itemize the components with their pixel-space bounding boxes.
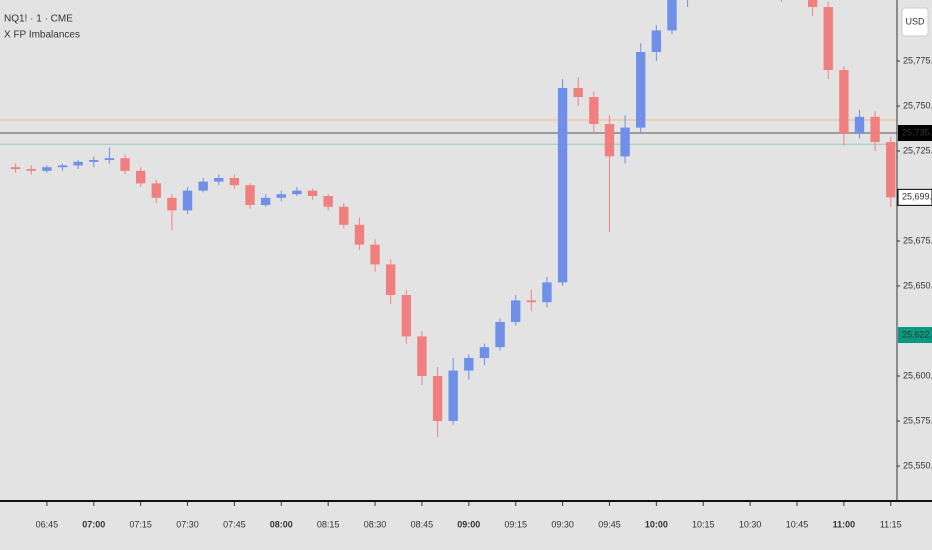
x-tick-label: 10:45 bbox=[786, 519, 809, 529]
candle-body bbox=[573, 88, 583, 98]
candle-body bbox=[620, 127, 630, 157]
candle-body bbox=[151, 183, 161, 198]
x-tick-label: 07:15 bbox=[129, 519, 152, 529]
candle-body bbox=[479, 347, 490, 358]
symbol-title: NQ1! · 1 · CME bbox=[4, 14, 73, 25]
x-tick-label: 11:00 bbox=[833, 519, 856, 529]
candle-body bbox=[120, 158, 130, 171]
candle-body bbox=[511, 300, 521, 322]
candle-body bbox=[260, 197, 271, 206]
candle-body bbox=[135, 170, 146, 184]
candle-body bbox=[464, 357, 474, 371]
candle-body bbox=[323, 196, 333, 207]
x-tick-label: 10:30 bbox=[739, 519, 762, 529]
candle-body bbox=[854, 116, 865, 134]
price-label-box bbox=[898, 125, 932, 142]
candle-body bbox=[276, 194, 286, 198]
candle-body bbox=[823, 7, 833, 71]
candle-body bbox=[526, 300, 537, 303]
plot-area bbox=[0, 0, 897, 438]
x-tick-label: 09:30 bbox=[551, 519, 574, 529]
price-label: 25,735.00 bbox=[902, 127, 932, 137]
price-label-box bbox=[897, 188, 932, 206]
price-label: 25,622.75 bbox=[902, 329, 932, 339]
candle-body bbox=[307, 190, 318, 197]
candle-body bbox=[214, 178, 224, 182]
candle-body bbox=[57, 165, 68, 168]
y-tick-label: 25,550.00 bbox=[903, 460, 932, 470]
y-tick-label: 25,775.00 bbox=[903, 55, 932, 65]
candle-body bbox=[417, 336, 427, 376]
candle-body bbox=[167, 197, 177, 211]
currency-label[interactable]: USD bbox=[905, 16, 925, 26]
candle-body bbox=[886, 142, 896, 198]
x-tick-label: 06:45 bbox=[36, 519, 59, 529]
candle-body bbox=[339, 206, 349, 225]
indicator-name: X FP Imbalances bbox=[4, 30, 80, 41]
x-tick-label: 08:30 bbox=[364, 519, 387, 529]
x-tick-label: 08:15 bbox=[317, 519, 340, 529]
x-tick-label: 08:00 bbox=[270, 519, 293, 529]
y-tick-label: 25,650.00 bbox=[903, 280, 932, 290]
x-tick-label: 07:00 bbox=[82, 519, 105, 529]
candle-body bbox=[354, 224, 365, 245]
candle-body bbox=[292, 190, 302, 195]
candle-body bbox=[604, 124, 615, 157]
y-tick-label: 25,600.00 bbox=[903, 370, 932, 380]
candle-body bbox=[839, 70, 849, 134]
y-tick-label: 25,750.00 bbox=[903, 100, 932, 110]
candle-body bbox=[245, 185, 255, 206]
x-tick-label: 09:15 bbox=[504, 519, 527, 529]
candle-body bbox=[667, 0, 677, 31]
candle-body bbox=[401, 294, 411, 337]
candle-body bbox=[370, 244, 380, 265]
candle-body bbox=[42, 167, 52, 171]
candle-body bbox=[73, 161, 83, 166]
x-tick-label: 07:45 bbox=[223, 519, 246, 529]
price-label: 25,699.25 bbox=[902, 192, 932, 202]
candle-body bbox=[495, 321, 505, 348]
x-tick-label: 07:30 bbox=[176, 519, 199, 529]
candle-body bbox=[589, 97, 599, 125]
candle-body bbox=[89, 160, 99, 162]
candle-body bbox=[557, 88, 568, 283]
x-tick-label: 10:00 bbox=[645, 519, 668, 529]
candle-body bbox=[870, 116, 880, 143]
candle-body bbox=[448, 370, 458, 421]
candle-body bbox=[636, 52, 646, 128]
candle-body bbox=[542, 282, 552, 303]
candle-body bbox=[10, 167, 21, 170]
candle-body bbox=[651, 30, 662, 53]
candle-body bbox=[26, 169, 36, 171]
candle-body bbox=[432, 375, 443, 421]
y-tick-label: 25,575.00 bbox=[903, 415, 932, 425]
candle-body bbox=[385, 264, 396, 295]
x-tick-label: 10:15 bbox=[692, 519, 715, 529]
x-tick-label: 11:15 bbox=[880, 519, 902, 529]
price-label-box bbox=[898, 327, 932, 344]
x-tick-label: 08:45 bbox=[411, 519, 434, 529]
candle-body bbox=[807, 0, 818, 8]
y-tick-label: 25,725.00 bbox=[903, 145, 932, 155]
x-tick-label: 09:45 bbox=[598, 519, 621, 529]
y-tick-label: 25,675.00 bbox=[903, 235, 932, 245]
currency-button[interactable] bbox=[901, 7, 929, 37]
candle-body bbox=[182, 190, 193, 211]
x-tick-label: 09:00 bbox=[457, 519, 480, 529]
candle-body bbox=[198, 181, 208, 191]
candle-body bbox=[229, 178, 240, 186]
candle-body bbox=[104, 158, 115, 161]
